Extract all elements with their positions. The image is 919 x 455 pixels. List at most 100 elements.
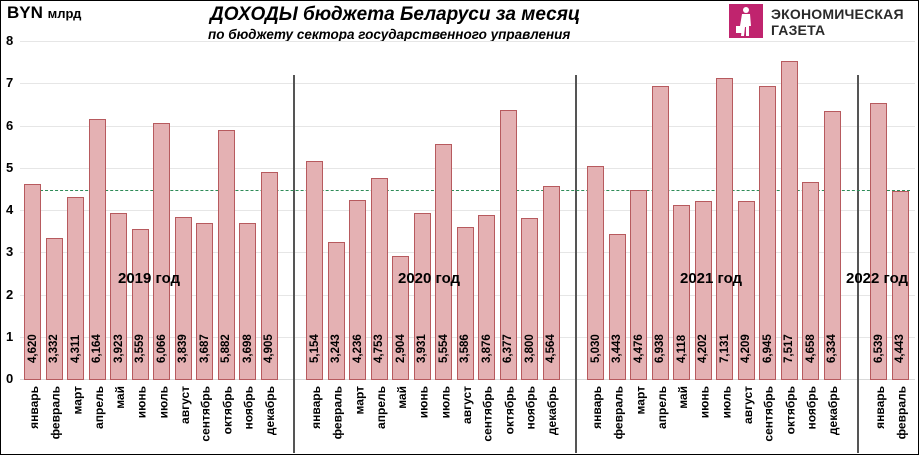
bar-value-label: 5,154 bbox=[308, 334, 321, 363]
x-tick-label: февраль bbox=[611, 386, 626, 440]
y-tick-label: 5 bbox=[6, 159, 14, 175]
bar-value-label: 4,311 bbox=[69, 334, 82, 363]
chart-subtitle: по бюджету сектора государственного упра… bbox=[208, 27, 571, 42]
logo: ЭКОНОМИЧЕСКАЯ ГАЗЕТА bbox=[729, 3, 919, 41]
year-label: 2019 год bbox=[118, 270, 181, 287]
bar-2020-1: 5,154 bbox=[306, 161, 323, 380]
bar-2019-11: 3,698 bbox=[239, 222, 256, 380]
bar-value-label: 3,923 bbox=[112, 334, 125, 363]
x-tick-label: декабрь bbox=[263, 386, 278, 436]
bar-value-label: 3,243 bbox=[330, 334, 342, 363]
bar-value-label: 3,559 bbox=[134, 334, 146, 363]
bar-value-label: 3,687 bbox=[198, 334, 211, 363]
x-tick-label: октябрь bbox=[502, 386, 517, 435]
x-tick-label: июнь bbox=[416, 386, 431, 419]
x-tick-label: январь bbox=[27, 386, 41, 429]
bar-2019-2: 3,332 bbox=[45, 238, 63, 380]
x-tick-label: февраль bbox=[894, 386, 909, 440]
x-tick-label: май bbox=[676, 386, 690, 409]
y-tick-label: 7 bbox=[6, 75, 14, 91]
bar-value-label: 3,332 bbox=[48, 334, 60, 363]
bar-value-label: 6,377 bbox=[502, 334, 514, 363]
bar-value-label: 4,209 bbox=[740, 334, 752, 363]
x-tick-label: июль bbox=[156, 386, 170, 419]
bar-value-label: 4,202 bbox=[697, 334, 709, 363]
y-tick-label: 1 bbox=[6, 328, 14, 344]
y-axis-unit: BYN млрд bbox=[7, 3, 81, 23]
bar-2020-11: 3,800 bbox=[521, 218, 538, 380]
bar-2020-3: 4,236 bbox=[349, 200, 366, 380]
x-tick-label: март bbox=[352, 386, 366, 415]
year-separator bbox=[293, 75, 295, 453]
x-tick-label: февраль bbox=[48, 386, 63, 440]
x-tick-label: сентябрь bbox=[481, 386, 495, 442]
bar-2019-12: 4,905 bbox=[260, 171, 278, 380]
bar-2019-8: 3,839 bbox=[174, 216, 192, 380]
gridline bbox=[20, 41, 915, 42]
unit-label: BYN bbox=[7, 3, 43, 22]
x-tick-label: май bbox=[395, 386, 409, 409]
x-tick-label: сентябрь bbox=[199, 386, 213, 442]
x-tick-label: март bbox=[633, 386, 647, 415]
bar-value-label: 2,904 bbox=[394, 334, 407, 363]
bar-value-label: 6,066 bbox=[155, 334, 168, 363]
x-tick-label: ноябрь bbox=[805, 386, 819, 430]
bar-value-label: 7,131 bbox=[718, 334, 731, 363]
x-tick-label: май bbox=[113, 386, 127, 409]
year-separator bbox=[857, 75, 859, 453]
year-label: 2020 год bbox=[398, 270, 461, 287]
unit-suffix: млрд bbox=[47, 6, 82, 21]
x-tick-label: декабрь bbox=[826, 386, 841, 436]
bar-2019-4: 6,164 bbox=[88, 118, 106, 380]
year-separator bbox=[575, 75, 577, 453]
gridline bbox=[20, 83, 915, 85]
bar-2021-8: 4,209 bbox=[737, 201, 755, 380]
bar-value-label: 4,236 bbox=[351, 334, 364, 363]
gridline bbox=[20, 210, 915, 211]
bar-2020-6: 3,931 bbox=[413, 212, 431, 380]
y-tick-label: 8 bbox=[6, 33, 14, 48]
bar-2021-2: 3,443 bbox=[608, 233, 626, 380]
bar-value-label: 6,164 bbox=[91, 334, 103, 363]
bar-value-label: 3,876 bbox=[480, 334, 493, 363]
bar-value-label: 4,476 bbox=[632, 334, 645, 363]
bar-2019-3: 4,311 bbox=[67, 196, 84, 380]
year-label: 2021 год bbox=[680, 270, 743, 287]
bar-value-label: 5,030 bbox=[589, 334, 602, 363]
y-tick-label: 0 bbox=[6, 371, 14, 386]
bar-2019-6: 3,559 bbox=[131, 228, 149, 380]
bar-2021-9: 6,945 bbox=[759, 85, 776, 380]
bar-value-label: 5,554 bbox=[437, 334, 450, 363]
gridline bbox=[20, 125, 915, 127]
bar-value-label: 4,753 bbox=[373, 334, 385, 363]
logo-line2: ГАЗЕТА bbox=[771, 22, 826, 38]
x-tick-label: апрель bbox=[373, 386, 388, 429]
bar-value-label: 4,658 bbox=[804, 334, 817, 363]
x-tick-label: сентябрь bbox=[762, 386, 776, 442]
bar-2020-10: 6,377 bbox=[499, 109, 517, 380]
year-label: 2022 год bbox=[846, 270, 909, 287]
x-tick-label: октябрь bbox=[783, 386, 798, 435]
bar-value-label: 6,539 bbox=[872, 334, 885, 363]
bar-2020-9: 3,876 bbox=[478, 215, 495, 380]
bar-2020-5: 2,904 bbox=[392, 256, 409, 380]
bar-2021-10: 7,517 bbox=[780, 61, 798, 380]
bar-2021-12: 6,334 bbox=[823, 111, 841, 380]
bar-2021-6: 4,202 bbox=[694, 201, 712, 380]
x-tick-label: март bbox=[70, 386, 84, 415]
bar-value-label: 6,938 bbox=[654, 334, 666, 363]
x-tick-label: апрель bbox=[654, 386, 669, 429]
bar-2020-7: 5,554 bbox=[435, 144, 452, 380]
bar-value-label: 4,564 bbox=[545, 334, 557, 363]
y-tick-label: 3 bbox=[6, 244, 14, 260]
bar-value-label: 6,334 bbox=[826, 334, 838, 363]
bar-2019-10: 5,882 bbox=[217, 130, 235, 380]
bar-value-label: 3,800 bbox=[523, 334, 536, 363]
bar-value-label: 3,698 bbox=[241, 334, 254, 363]
bar-value-label: 6,945 bbox=[761, 334, 774, 363]
chart-title: ДОХОДЫ бюджета Беларуси за месяц bbox=[210, 4, 581, 25]
bar-value-label: 4,118 bbox=[675, 334, 688, 363]
x-tick-label: июнь bbox=[134, 386, 149, 419]
x-tick-label: август bbox=[177, 386, 192, 424]
